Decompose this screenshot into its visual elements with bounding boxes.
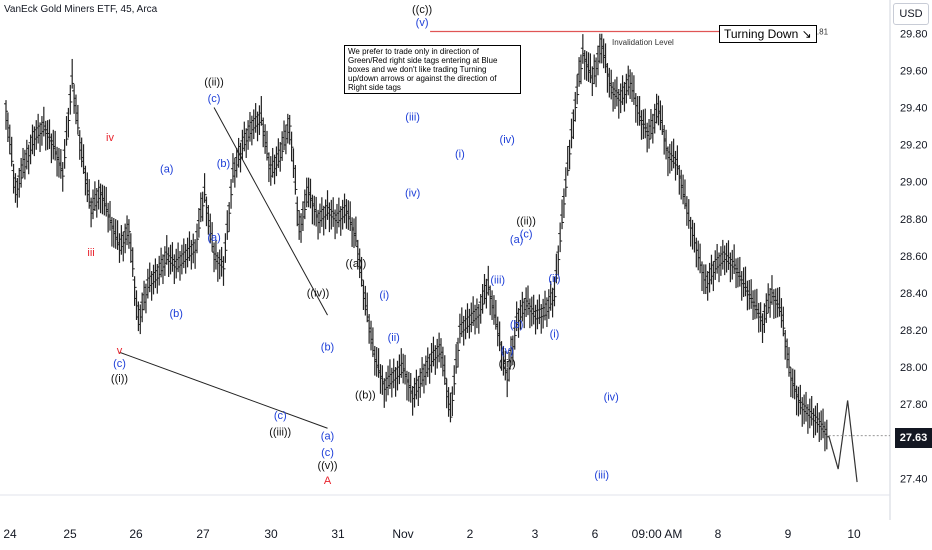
wave-label: (a): [321, 430, 334, 442]
x-tick-label: 25: [63, 527, 77, 541]
wave-label: iv: [106, 132, 114, 144]
wave-label: ((v)): [317, 460, 337, 472]
wave-label: ((a)): [346, 258, 367, 270]
wave-label: (b): [321, 341, 334, 353]
y-tick-label: 29.20: [900, 140, 928, 152]
x-tick-label: 2: [467, 527, 474, 541]
wave-label: (iii): [490, 275, 505, 287]
y-tick-label: 28.60: [900, 251, 928, 263]
x-tick-label: 09:00 AM: [632, 527, 683, 541]
y-tick-label: 28.20: [900, 325, 928, 337]
invalidation-label: Invalidation Level: [612, 38, 674, 47]
wave-label: (a): [207, 232, 220, 244]
trading-note: We prefer to trade only in direction of …: [344, 45, 521, 94]
wave-label: iii: [87, 247, 94, 259]
x-tick-label: 9: [785, 527, 792, 541]
x-tick-label: 27: [196, 527, 210, 541]
wave-label: (a): [160, 163, 173, 175]
wave-label: ((iv)): [307, 288, 330, 300]
y-tick-label: 29.80: [900, 28, 928, 40]
x-tick-label: 31: [331, 527, 345, 541]
wave-label: ((c)): [412, 4, 432, 16]
wave-label: (v): [416, 17, 429, 29]
x-tick-label: 8: [715, 527, 722, 541]
x-tick-label: 6: [592, 527, 599, 541]
y-tick-label: 28.00: [900, 362, 928, 374]
y-tick-label: 28.80: [900, 214, 928, 226]
wave-label: (c): [113, 358, 126, 370]
x-tick-label: 10: [847, 527, 861, 541]
wave-label: (a): [510, 234, 523, 246]
wave-label: (ii): [548, 273, 560, 285]
invalidation-value: 29.81: [808, 28, 829, 37]
wave-label: (i): [379, 289, 389, 301]
y-tick-label: 27.40: [900, 473, 928, 485]
turning-down-label: Turning Down ↘: [719, 25, 817, 43]
wave-label: (i): [550, 328, 560, 340]
y-tick-label: 29.60: [900, 65, 928, 77]
wave-label: (b): [169, 308, 182, 320]
wave-label: ((ii)): [204, 76, 224, 88]
last-price-tag: 27.63: [895, 428, 932, 448]
y-tick-label: 29.40: [900, 103, 928, 115]
wave-label: (c): [274, 410, 287, 422]
wave-label: (ii): [388, 332, 400, 344]
x-tick-label: 3: [532, 527, 539, 541]
y-tick-label: 28.40: [900, 288, 928, 300]
wave-label: (b): [217, 158, 230, 170]
wave-label: B: [418, 0, 425, 3]
wave-label: A: [324, 475, 332, 487]
wave-label: ((b)): [355, 390, 376, 402]
wave-label: (b): [510, 319, 523, 331]
x-tick-label: Nov: [392, 527, 413, 541]
wave-label: (iii): [594, 469, 609, 481]
currency-button[interactable]: USD: [893, 3, 929, 25]
wave-label: (iv): [405, 188, 420, 200]
y-tick-label: 29.00: [900, 177, 928, 189]
turning-label-text: Turning Down: [724, 27, 799, 41]
ticker-title: VanEck Gold Miners ETF, 45, Arca: [4, 4, 158, 15]
wave-label: ((i)): [111, 373, 128, 385]
channel-upper-line: [213, 107, 328, 316]
wave-label: (c): [520, 228, 533, 240]
wave-label: (v): [501, 345, 514, 357]
wave-label: (iv): [500, 134, 515, 146]
x-tick-label: 26: [129, 527, 143, 541]
channel-lower-line: [119, 351, 328, 429]
y-tick-label: 27.80: [900, 399, 928, 411]
x-tick-label: 30: [264, 527, 278, 541]
wave-label: (iv): [604, 391, 619, 403]
wave-label: ((i)): [499, 358, 516, 370]
projection-path: [828, 400, 858, 483]
wave-label: (i): [455, 149, 465, 161]
wave-label: v: [117, 345, 123, 357]
x-tick-label: 24: [3, 527, 17, 541]
wave-label: (c): [321, 447, 334, 459]
wave-label: ((iii)): [269, 427, 291, 439]
wave-label: ((ii)): [516, 215, 536, 227]
arrow-down-right-icon: ↘: [801, 27, 812, 41]
wave-label: (iii): [405, 112, 420, 124]
wave-label: (c): [208, 93, 221, 105]
